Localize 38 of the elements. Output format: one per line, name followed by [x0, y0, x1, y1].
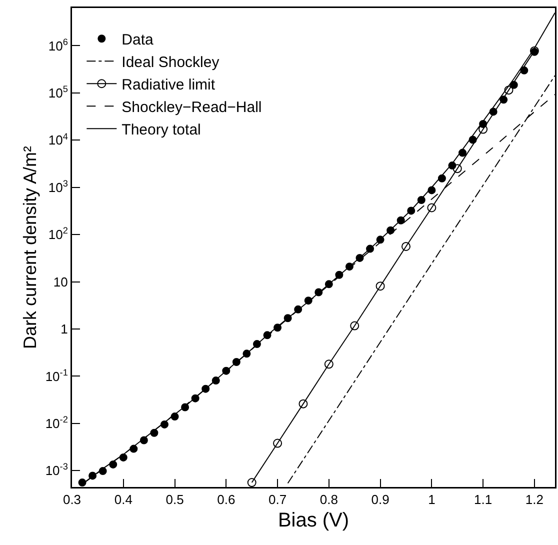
x-tick-label: 0.7	[268, 492, 287, 508]
x-tick-label: 0.3	[62, 492, 82, 508]
x-tick-label: 1.1	[474, 492, 492, 508]
x-tick-label: 0.4	[114, 492, 132, 508]
x-axis-title: Bias (V)	[278, 509, 350, 532]
y-tick-label: 10$^{3}$	[48, 178, 68, 195]
y-tick-label: 10$^{6}$	[48, 36, 68, 54]
x-tick-label: 1.2	[525, 492, 544, 508]
point	[324, 360, 334, 369]
point	[427, 203, 436, 212]
point	[78, 478, 86, 487]
point	[376, 282, 385, 291]
x-tick-label: 0.6	[217, 492, 236, 508]
legend-label: Ideal Shockley	[122, 54, 220, 71]
legend-label: Theory total	[122, 121, 201, 138]
y-axis-title: Dark current density A/m²	[20, 146, 40, 350]
legend-label: Radiative limit	[122, 76, 216, 94]
y-tick-label: 10$^{5}$	[48, 84, 68, 100]
legend-label: Data	[122, 31, 154, 48]
point	[350, 321, 360, 330]
y-tick-label: 10	[53, 274, 68, 290]
point	[273, 438, 282, 448]
point	[247, 478, 256, 487]
legend-label: Shockley−Read−Hall	[122, 98, 262, 116]
y-tick-label: 10$^{-2}$	[45, 414, 68, 431]
x-tick-label: 0.8	[320, 492, 338, 508]
y-tick-label: 10$^{4}$	[48, 131, 68, 148]
point	[401, 242, 410, 251]
point	[504, 86, 514, 95]
point	[452, 164, 462, 174]
y-tick-label: 1	[60, 322, 68, 337]
x-tick-label: 1	[428, 492, 436, 508]
y-tick-label: 10$^{-1}$	[45, 367, 68, 384]
y-tick-label: 10$^{-3}$	[45, 462, 68, 478]
x-tick-label: 0.5	[166, 492, 184, 508]
y-tick-label: 10$^{2}$	[48, 226, 68, 242]
point	[298, 399, 308, 408]
x-tick-label: 0.9	[371, 492, 390, 508]
